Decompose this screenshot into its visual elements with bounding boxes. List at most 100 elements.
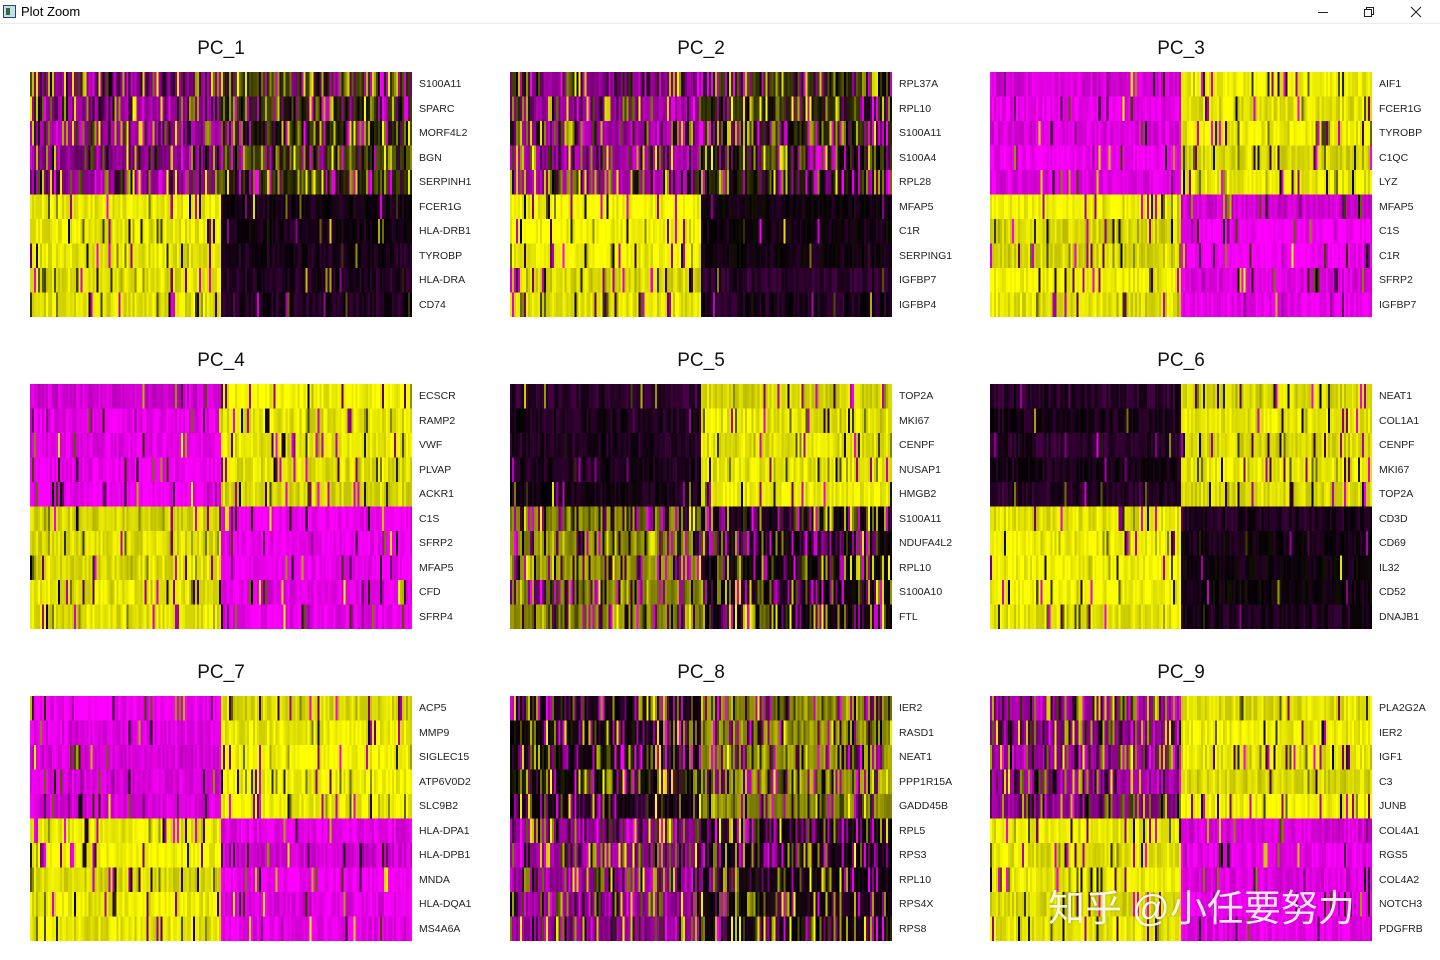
- heatmap-cell: [1120, 145, 1124, 171]
- heatmap-cell: [237, 243, 240, 269]
- heatmap-cell: [1064, 72, 1067, 98]
- heatmap-cell: [383, 121, 387, 147]
- close-button[interactable]: [1393, 0, 1439, 24]
- heatmap-cell: [843, 268, 847, 294]
- heatmap-cell: [178, 292, 182, 317]
- heatmap-cell: [355, 145, 359, 171]
- restore-button[interactable]: [1346, 0, 1392, 24]
- heatmap-cell: [84, 96, 87, 122]
- heatmap-cell: [678, 219, 682, 245]
- heatmap-cell: [636, 145, 640, 171]
- heatmap-cell: [1207, 96, 1210, 122]
- heatmap-cell: [552, 145, 555, 171]
- heatmap-cell: [249, 145, 252, 171]
- heatmap-cell: [596, 121, 600, 147]
- heatmap-cell: [692, 219, 696, 245]
- heatmap-cell: [682, 72, 686, 98]
- heatmap-cell: [144, 96, 148, 122]
- heatmap-cell: [52, 194, 55, 220]
- heatmap-cell: [668, 170, 672, 196]
- heatmap-cell: [582, 170, 585, 196]
- heatmap-cell: [622, 96, 626, 122]
- heatmap-cell: [831, 72, 835, 98]
- heatmap-cell: [68, 292, 71, 317]
- heatmap-cell: [353, 243, 357, 269]
- heatmap-cell: [225, 72, 228, 98]
- heatmap-cell: [60, 219, 63, 245]
- heatmap-cell: [1327, 121, 1331, 147]
- heatmap-cell: [94, 96, 97, 122]
- heatmap-cell: [566, 268, 569, 294]
- heatmap-cell: [176, 121, 180, 147]
- heatmap-cell: [757, 170, 760, 196]
- heatmap-cell: [1341, 72, 1345, 98]
- heatmap-cell: [670, 194, 674, 220]
- heatmap-cell: [1311, 194, 1315, 220]
- heatmap-cell: [604, 194, 608, 220]
- heatmap-cell: [70, 194, 73, 220]
- heatmap-cell: [632, 145, 636, 171]
- heatmap-cell: [289, 170, 292, 196]
- heatmap-cell: [735, 268, 738, 294]
- heatmap-cell: [612, 243, 616, 269]
- heatmap-cell: [1040, 96, 1043, 122]
- heatmap-cell: [1130, 194, 1134, 220]
- heatmap-cell: [522, 268, 525, 294]
- heatmap-cell: [568, 194, 571, 220]
- heatmap-cell: [1253, 96, 1256, 122]
- heatmap-cell: [879, 268, 883, 294]
- heatmap-cell: [192, 243, 196, 269]
- heatmap-cell: [289, 268, 292, 294]
- heatmap-cell: [825, 145, 829, 171]
- heatmap-cell: [128, 96, 132, 122]
- heatmap-cell: [1004, 145, 1007, 171]
- heatmap-cell: [367, 268, 371, 294]
- heatmap-cell: [666, 121, 670, 147]
- heatmap-cell: [104, 121, 107, 147]
- heatmap-cell: [1126, 72, 1130, 98]
- heatmap-cell: [32, 194, 35, 220]
- heatmap-cell: [558, 194, 561, 220]
- heatmap-cell: [775, 145, 778, 171]
- heatmap-cell: [1345, 72, 1349, 98]
- heatmap-cell: [817, 219, 821, 245]
- heatmap-cell: [680, 145, 684, 171]
- heatmap-cell: [1032, 170, 1035, 196]
- heatmap-cell: [676, 121, 680, 147]
- heatmap-cell: [116, 243, 120, 269]
- heatmap-cell: [598, 194, 602, 220]
- heatmap-cell: [1313, 145, 1317, 171]
- heatmap-cell: [769, 121, 772, 147]
- heatmap-cell: [206, 121, 210, 147]
- heatmap-cell: [622, 268, 626, 294]
- heatmap-cell: [1349, 72, 1353, 98]
- heatmap-cell: [1148, 121, 1152, 147]
- heatmap-cell: [1249, 96, 1252, 122]
- heatmap-cell: [1253, 145, 1256, 171]
- heatmap-cell: [315, 219, 319, 245]
- heatmap-cell: [568, 145, 571, 171]
- heatmap-cell: [614, 121, 618, 147]
- heatmap-cell: [1229, 170, 1232, 196]
- heatmap-cell: [670, 96, 674, 122]
- heatmap-cell: [612, 170, 616, 196]
- heatmap-cell: [397, 170, 401, 196]
- heatmap-cell: [70, 121, 73, 147]
- heatmap-cell: [686, 72, 690, 98]
- heatmap-cell: [855, 268, 859, 294]
- heatmap-cell: [1136, 96, 1140, 122]
- heatmap-cell: [839, 292, 843, 317]
- heatmap-cell: [1138, 121, 1142, 147]
- heatmap-cell: [853, 292, 857, 317]
- heatmap-cell: [793, 96, 797, 122]
- heatmap-cell: [885, 72, 889, 98]
- heatmap-cell: [670, 145, 674, 171]
- heatmap-cell: [1130, 72, 1134, 98]
- heatmap-cell: [703, 292, 706, 317]
- heatmap-cell: [1287, 72, 1291, 98]
- heatmap-cell: [1112, 121, 1116, 147]
- heatmap-cell: [1269, 96, 1273, 122]
- heatmap-cell: [656, 194, 660, 220]
- minimize-button[interactable]: [1300, 0, 1346, 24]
- heatmap-cell: [287, 96, 290, 122]
